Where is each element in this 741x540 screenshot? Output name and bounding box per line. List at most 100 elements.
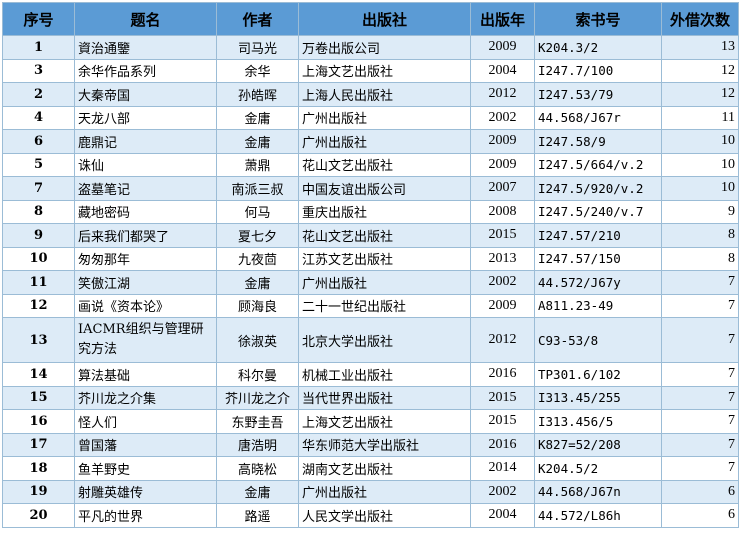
- publication-year: 2016: [470, 432, 535, 457]
- table-row: 1 資治通鑒 司马光 万卷出版公司 2009 K204.3/2 13: [2, 35, 739, 60]
- book-author: 金庸: [216, 129, 299, 154]
- book-publisher: 二十一世纪出版社: [298, 293, 471, 318]
- loan-count: 7: [661, 409, 739, 434]
- book-title: 怪人们: [74, 409, 217, 434]
- call-number: C93-53/8: [534, 317, 662, 363]
- call-number: I247.7/100: [534, 58, 662, 83]
- table-row: 10 匆匆那年 九夜茴 江苏文艺出版社 2013 I247.57/150 8: [2, 246, 739, 271]
- loan-count: 7: [661, 293, 739, 318]
- publication-year: 2008: [470, 199, 535, 224]
- book-publisher: 当代世界出版社: [298, 385, 471, 410]
- call-number: I247.5/664/v.2: [534, 152, 662, 177]
- book-author: 金庸: [216, 479, 299, 504]
- table-row: 3 余华作品系列 余华 上海文艺出版社 2004 I247.7/100 12: [2, 58, 739, 83]
- publication-year: 2009: [470, 129, 535, 154]
- book-publisher: 江苏文艺出版社: [298, 246, 471, 271]
- header-author: 作者: [216, 2, 299, 36]
- call-number: TP301.6/102: [534, 362, 662, 387]
- book-title: 后来我们都哭了: [74, 223, 217, 248]
- book-title: 诛仙: [74, 152, 217, 177]
- book-title: 大秦帝国: [74, 82, 217, 107]
- book-author: 何马: [216, 199, 299, 224]
- book-publisher: 华东师范大学出版社: [298, 432, 471, 457]
- publication-year: 2012: [470, 82, 535, 107]
- book-title: 算法基础: [74, 362, 217, 387]
- table-row: 11 笑傲江湖 金庸 广州出版社 2002 44.572/J67y 7: [2, 270, 739, 295]
- table-row: 14 算法基础 科尔曼 机械工业出版社 2016 TP301.6/102 7: [2, 362, 739, 387]
- publication-year: 2009: [470, 35, 535, 60]
- loan-count: 10: [661, 129, 739, 154]
- publication-year: 2015: [470, 223, 535, 248]
- publication-year: 2007: [470, 176, 535, 201]
- book-title: 天龙八部: [74, 105, 217, 130]
- call-number: I247.57/150: [534, 246, 662, 271]
- table-row: 16 怪人们 东野圭吾 上海文艺出版社 2015 I313.456/5 7: [2, 409, 739, 434]
- header-call-number: 索书号: [534, 2, 662, 36]
- book-publisher: 上海文艺出版社: [298, 409, 471, 434]
- table-row: 19 射雕英雄传 金庸 广州出版社 2002 44.568/J67n 6: [2, 479, 739, 504]
- row-number: 20: [2, 503, 75, 528]
- book-author: 顾海良: [216, 293, 299, 318]
- call-number: I313.456/5: [534, 409, 662, 434]
- book-author: 东野圭吾: [216, 409, 299, 434]
- row-number: 17: [2, 432, 75, 457]
- header-loan-count: 外借次数: [661, 2, 739, 36]
- publication-year: 2016: [470, 362, 535, 387]
- row-number: 18: [2, 456, 75, 481]
- call-number: I247.57/210: [534, 223, 662, 248]
- book-author: 徐淑英: [216, 317, 299, 363]
- table-row: 2 大秦帝国 孙皓晖 上海人民出版社 2012 I247.53/79 12: [2, 82, 739, 107]
- call-number: K204.3/2: [534, 35, 662, 60]
- row-number: 5: [2, 152, 75, 177]
- publication-year: 2015: [470, 409, 535, 434]
- book-title: 鹿鼎记: [74, 129, 217, 154]
- call-number: 44.572/J67y: [534, 270, 662, 295]
- loan-count: 8: [661, 223, 739, 248]
- loan-count: 8: [661, 246, 739, 271]
- loan-count: 7: [661, 362, 739, 387]
- book-publisher: 广州出版社: [298, 479, 471, 504]
- table-row: 15 芥川龙之介集 芥川龙之介 当代世界出版社 2015 I313.45/255 7: [2, 385, 739, 410]
- row-number: 1: [2, 35, 75, 60]
- publication-year: 2009: [470, 152, 535, 177]
- book-title: 匆匆那年: [74, 246, 217, 271]
- book-publisher: 广州出版社: [298, 129, 471, 154]
- book-author: 夏七夕: [216, 223, 299, 248]
- publication-year: 2002: [470, 479, 535, 504]
- loan-count: 7: [661, 317, 739, 363]
- publication-year: 2013: [470, 246, 535, 271]
- table-row: 5 诛仙 萧鼎 花山文艺出版社 2009 I247.5/664/v.2 10: [2, 152, 739, 177]
- loan-count: 10: [661, 152, 739, 177]
- loan-ranking-table: 序号 题名 作者 出版社 出版年 索书号 外借次数 1 資治通鑒 司马光 万卷出版公司…: [2, 2, 739, 528]
- loan-count: 7: [661, 456, 739, 481]
- book-author: 余华: [216, 58, 299, 83]
- header-title: 题名: [74, 2, 217, 36]
- loan-count: 10: [661, 176, 739, 201]
- header-year: 出版年: [470, 2, 535, 36]
- row-number: 9: [2, 223, 75, 248]
- book-author: 司马光: [216, 35, 299, 60]
- row-number: 12: [2, 293, 75, 318]
- row-number: 11: [2, 270, 75, 295]
- table-row: 6 鹿鼎记 金庸 广州出版社 2009 I247.58/9 10: [2, 129, 739, 154]
- loan-count: 7: [661, 270, 739, 295]
- publication-year: 2009: [470, 293, 535, 318]
- table-row: 13 IACMR组织与管理研究方法 徐淑英 北京大学出版社 2012 C93-53/8 7: [2, 317, 739, 363]
- table-row: 12 画说《资本论》 顾海良 二十一世纪出版社 2009 A811.23-49 7: [2, 293, 739, 318]
- loan-count: 12: [661, 82, 739, 107]
- book-publisher: 湖南文艺出版社: [298, 456, 471, 481]
- row-number: 16: [2, 409, 75, 434]
- row-number: 7: [2, 176, 75, 201]
- book-author: 路遥: [216, 503, 299, 528]
- publication-year: 2004: [470, 503, 535, 528]
- book-title: 藏地密码: [74, 199, 217, 224]
- book-publisher: 重庆出版社: [298, 199, 471, 224]
- row-number: 19: [2, 479, 75, 504]
- row-number: 6: [2, 129, 75, 154]
- book-publisher: 机械工业出版社: [298, 362, 471, 387]
- book-title: 画说《资本论》: [74, 293, 217, 318]
- table-row: 17 曾国藩 唐浩明 华东师范大学出版社 2016 K827=52/208 7: [2, 432, 739, 457]
- book-title: 芥川龙之介集: [74, 385, 217, 410]
- book-publisher: 花山文艺出版社: [298, 223, 471, 248]
- loan-count: 11: [661, 105, 739, 130]
